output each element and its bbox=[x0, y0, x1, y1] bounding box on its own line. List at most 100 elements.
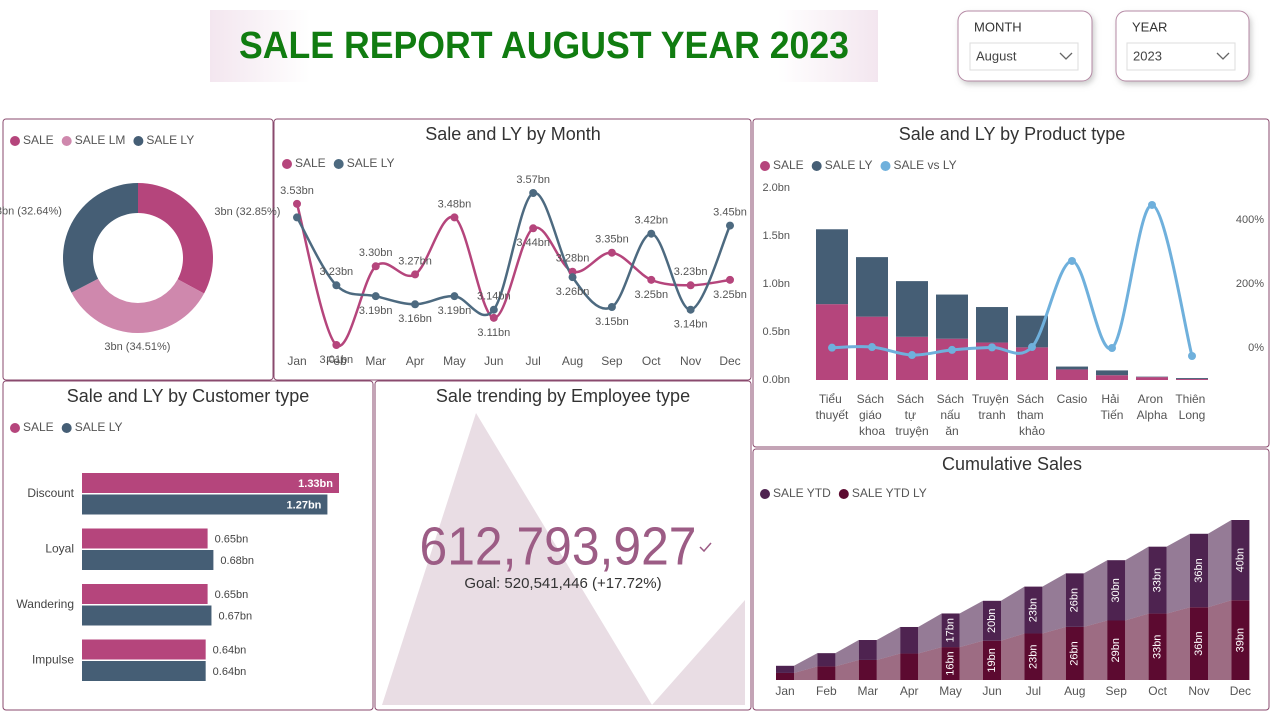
data-label: 3.23bn bbox=[320, 266, 354, 278]
x-tick-label: Jul bbox=[1026, 684, 1041, 698]
column bbox=[817, 666, 836, 680]
data-label: 0.65bn bbox=[215, 533, 249, 545]
x-tick-label: Dec bbox=[719, 354, 740, 368]
data-label: 3.44bn bbox=[516, 237, 550, 249]
bar bbox=[1176, 378, 1208, 380]
column bbox=[858, 640, 877, 660]
ribbon bbox=[1001, 586, 1025, 641]
bar bbox=[82, 661, 206, 681]
bar bbox=[1056, 369, 1088, 380]
y-tick-label: Impulse bbox=[32, 653, 74, 667]
data-label: 3.19bn bbox=[359, 305, 393, 317]
legend-marker bbox=[760, 161, 770, 171]
data-label: 26bn bbox=[1069, 588, 1081, 612]
x-tick-label: Mar bbox=[365, 354, 386, 368]
data-label: 33bn bbox=[1152, 568, 1164, 592]
legend-label: SALE LY bbox=[146, 133, 194, 147]
dropdown[interactable] bbox=[1126, 42, 1236, 71]
data-label: 36bn bbox=[1193, 558, 1205, 582]
point bbox=[828, 343, 836, 352]
data-label: 20bn bbox=[986, 609, 998, 633]
data-label: 3.14bn bbox=[674, 319, 708, 331]
dropdown[interactable] bbox=[969, 42, 1079, 71]
data-label: 3.26bn bbox=[556, 286, 590, 298]
ribbon bbox=[1208, 600, 1232, 680]
x-tick-label: Truyện tranh bbox=[972, 392, 1012, 422]
column bbox=[1148, 546, 1167, 614]
ribbon bbox=[1166, 533, 1190, 614]
point bbox=[1028, 343, 1036, 352]
report-title: SALE REPORT AUGUST YEAR 2023 bbox=[239, 25, 849, 67]
legend-label: SALE bbox=[23, 133, 54, 147]
column bbox=[1065, 626, 1084, 680]
column bbox=[858, 659, 877, 680]
donut-slice bbox=[62, 183, 138, 293]
year-slicer[interactable]: YEAR 2023 bbox=[1115, 10, 1250, 82]
slicer-label: MONTH bbox=[974, 19, 1022, 34]
kpi-value: 612,793,927 bbox=[420, 516, 697, 576]
x-tick-label: Jan bbox=[287, 354, 306, 368]
ribbon bbox=[959, 640, 983, 680]
point bbox=[529, 224, 538, 233]
column bbox=[941, 647, 960, 680]
data-label: 3bn (32.85%) bbox=[214, 206, 280, 218]
bar bbox=[82, 494, 328, 515]
x-tick-label: Apr bbox=[900, 684, 919, 698]
data-label: 3.01bn bbox=[320, 354, 354, 366]
point bbox=[647, 275, 656, 284]
data-label: 3.30bn bbox=[359, 247, 393, 259]
legend-label: SALE bbox=[23, 420, 54, 434]
legend-label: SALE bbox=[295, 156, 326, 170]
data-label: 3.53bn bbox=[280, 185, 314, 197]
x-tick-label: Dec bbox=[1230, 684, 1251, 698]
x-tick-label: Aug bbox=[1064, 684, 1085, 698]
x-tick-label: Jun bbox=[484, 354, 503, 368]
ribbon bbox=[918, 613, 942, 654]
ribbon bbox=[1083, 560, 1108, 627]
column bbox=[1190, 533, 1208, 608]
y-tick-label: 0.0bn bbox=[762, 374, 790, 386]
data-label: 0.67bn bbox=[218, 610, 252, 622]
x-tick-label: Tiểu thuyết bbox=[816, 392, 849, 422]
bar bbox=[936, 338, 968, 380]
ribbon bbox=[1001, 633, 1025, 680]
chart-title: Sale and LY by Customer type bbox=[67, 386, 309, 406]
kpi-check bbox=[699, 542, 712, 553]
column bbox=[983, 640, 1001, 680]
point bbox=[1068, 256, 1076, 265]
column bbox=[1107, 620, 1126, 680]
ribbon bbox=[1083, 620, 1108, 680]
point bbox=[450, 292, 459, 301]
data-label: 3.45bn bbox=[713, 206, 747, 218]
bar bbox=[856, 257, 888, 317]
point bbox=[332, 281, 341, 290]
chart-title: Cumulative Sales bbox=[942, 454, 1082, 474]
legend-marker bbox=[61, 423, 72, 433]
data-label: 0.64bn bbox=[213, 644, 247, 656]
data-label: 33bn bbox=[1152, 635, 1164, 659]
point bbox=[726, 221, 734, 230]
data-label: 30bn bbox=[1110, 578, 1122, 602]
data-label: 16bn bbox=[945, 651, 957, 675]
point bbox=[607, 303, 616, 311]
x-tick-label: Sách giáo khoa bbox=[857, 392, 888, 438]
month-slicer[interactable]: MONTH August bbox=[957, 10, 1093, 82]
x-tick-label: Jan bbox=[775, 684, 794, 698]
point bbox=[332, 341, 341, 349]
x-tick-label: Jun bbox=[982, 684, 1001, 698]
legend-label: SALE bbox=[773, 158, 804, 172]
column bbox=[900, 653, 919, 680]
panel bbox=[2, 118, 274, 381]
column bbox=[1231, 520, 1250, 601]
ribbon bbox=[1208, 520, 1232, 608]
bar bbox=[896, 281, 928, 337]
y-tick-label: Loyal bbox=[45, 542, 74, 556]
x-tick-label: Sep bbox=[601, 354, 623, 368]
data-label: 0.68bn bbox=[220, 555, 254, 567]
data-label: 3.25bn bbox=[634, 289, 668, 301]
legend-label: SALE LY bbox=[347, 156, 395, 170]
trend-background bbox=[382, 413, 745, 705]
point bbox=[411, 270, 420, 279]
x-tick-label: Casio bbox=[1057, 392, 1088, 406]
legend-marker bbox=[333, 159, 344, 169]
